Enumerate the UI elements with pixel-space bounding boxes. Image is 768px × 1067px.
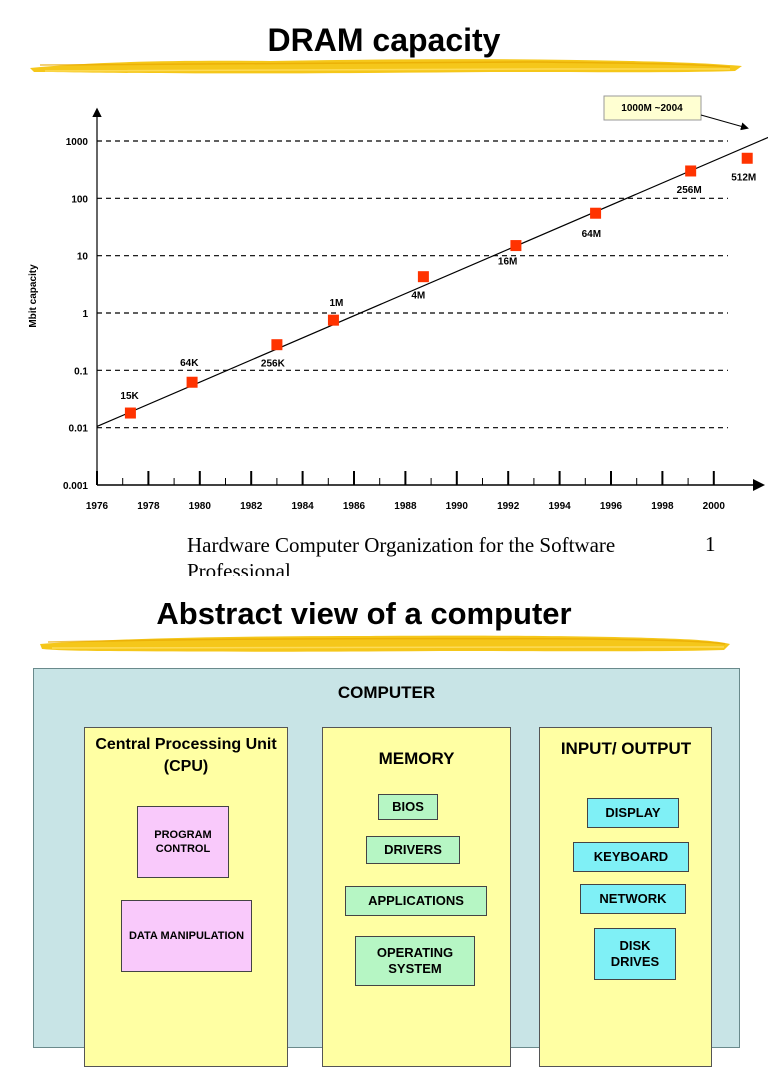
- data-point-64m: [590, 207, 602, 219]
- data-point-4m: [417, 271, 429, 283]
- title-underline-brush: [30, 59, 742, 74]
- title-underline-brush: [40, 635, 730, 652]
- data-label-64k: 64K: [180, 358, 199, 369]
- y-tick-label: 1: [82, 309, 88, 320]
- io-panel: INPUT/ OUTPUT DISPLAY KEYBOARD NETWORK D…: [539, 727, 712, 1067]
- x-tick-label: 1990: [446, 501, 469, 512]
- data-label-64m: 64M: [582, 229, 601, 240]
- network-box: NETWORK: [580, 884, 686, 914]
- x-tick-label: 1988: [394, 501, 417, 512]
- drivers-box: DRIVERS: [366, 836, 460, 864]
- data-label-16m: 16M: [498, 257, 517, 268]
- data-label-512m: 512M: [731, 172, 756, 183]
- slide-footer-text: Hardware Computer Organization for the S…: [187, 533, 616, 576]
- x-tick-label: 1996: [600, 501, 623, 512]
- data-label-15k: 15K: [120, 391, 139, 402]
- dram-capacity-chart: 0.001 0.01 0.1 1 10 100 1000 1976 1978 1980 1982 19…: [28, 95, 768, 512]
- data-label-256m: 256M: [677, 185, 702, 196]
- data-point-1m: [327, 314, 339, 326]
- y-tick-label: 0.01: [69, 424, 89, 435]
- io-title: INPUT/ OUTPUT: [560, 739, 692, 758]
- data-label-4m: 4M: [411, 291, 425, 302]
- keyboard-box: KEYBOARD: [573, 842, 689, 872]
- y-tick-label: 100: [71, 194, 88, 205]
- data-manipulation-box: DATA MANIPULATION: [121, 900, 252, 972]
- data-label-1m: 1M: [329, 298, 343, 309]
- bios-box: BIOS: [378, 794, 438, 820]
- cpu-panel: Central Processing Unit (CPU) PROGRAM CO…: [84, 727, 288, 1067]
- x-tick-label: 2000: [703, 501, 726, 512]
- x-tick-label: 1998: [651, 501, 674, 512]
- display-box: DISPLAY: [587, 798, 679, 828]
- x-tick-label: 1980: [189, 501, 212, 512]
- y-tick-label: 0.001: [63, 481, 88, 492]
- data-point-256k: [271, 339, 283, 351]
- data-point-512m: [741, 152, 753, 164]
- x-tick-label: 1982: [240, 501, 263, 512]
- program-control-box: PROGRAM CONTROL: [137, 806, 229, 878]
- memory-title: MEMORY: [378, 749, 455, 768]
- data-point-16m: [510, 240, 522, 252]
- computer-label: COMPUTER: [337, 683, 436, 702]
- page-number: 1: [705, 532, 716, 556]
- disk-drives-box: DISK DRIVES: [594, 928, 676, 980]
- data-label-256k: 256K: [261, 359, 286, 370]
- x-tick-label: 1994: [548, 501, 571, 512]
- slide-title: Abstract view of a computer: [156, 596, 572, 631]
- y-tick-label: 10: [77, 252, 89, 263]
- callout-text: 1000M ~2004: [621, 103, 683, 114]
- x-tick-label: 1992: [497, 501, 520, 512]
- data-point-256m: [685, 165, 697, 177]
- cpu-title: Central Processing Unit (CPU): [95, 736, 277, 775]
- x-tick-label: 1984: [291, 501, 314, 512]
- slide-abstract-computer: Abstract view of a computer COMPUTER Cen…: [0, 580, 768, 1067]
- computer-box: COMPUTER Central Processing Unit (CPU) P…: [33, 668, 740, 1067]
- data-point-64k: [186, 376, 198, 388]
- y-tick-label: 0.1: [74, 366, 88, 377]
- slide-dram-capacity: DRAM capacity 0.001 0.01 0.1 1 10 100 1000 1976…: [28, 22, 768, 576]
- y-tick-label: 1000: [66, 137, 89, 148]
- operating-system-box: OPERATING SYSTEM: [355, 936, 475, 986]
- slide-title: DRAM capacity: [267, 22, 501, 58]
- x-tick-label: 1976: [86, 501, 109, 512]
- memory-panel: MEMORY BIOS DRIVERS APPLICATIONS OPERATI…: [322, 727, 511, 1067]
- callout-1000m-2004: 1000M ~2004: [603, 95, 749, 131]
- data-point-15k: [124, 407, 136, 419]
- x-tick-label: 1986: [343, 501, 366, 512]
- trend-line: [96, 136, 768, 428]
- applications-box: APPLICATIONS: [345, 886, 487, 916]
- y-axis-title: Mbit capacity: [28, 264, 39, 328]
- x-tick-label: 1978: [137, 501, 160, 512]
